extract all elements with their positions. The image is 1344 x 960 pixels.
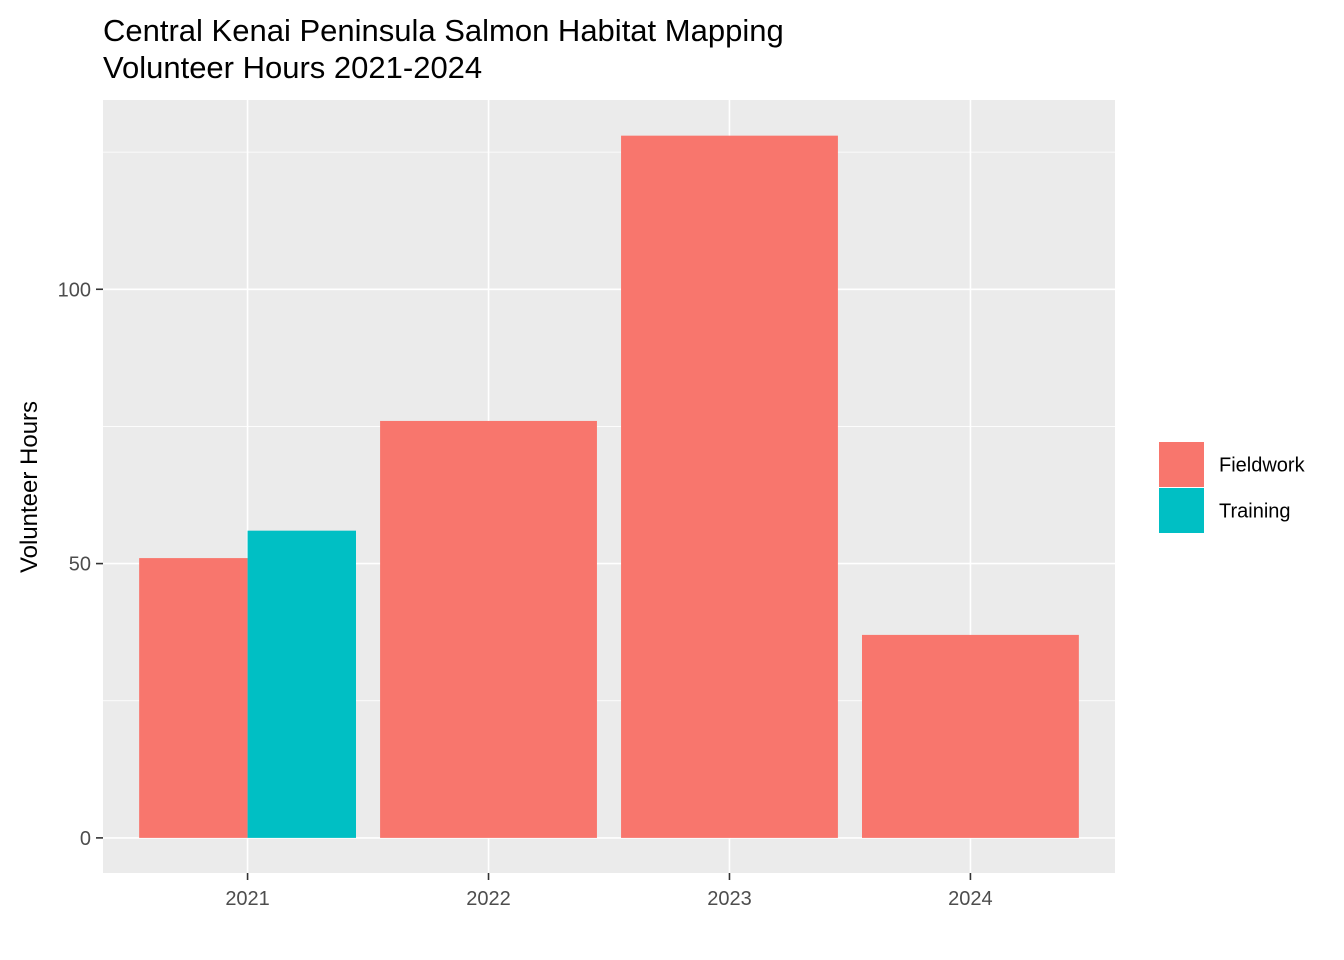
x-tick-label: 2022 (466, 888, 511, 910)
x-tick-label: 2021 (225, 888, 270, 910)
y-axis: 0 50 100 (58, 279, 103, 850)
x-axis: 2021 2022 2023 2024 (225, 873, 993, 910)
legend-key-training (1159, 488, 1204, 533)
bar-fieldwork-2023 (621, 135, 838, 838)
bars (139, 135, 1079, 838)
legend-key-fieldwork (1159, 442, 1204, 487)
chart-title-line-1: Central Kenai Peninsula Salmon Habitat M… (103, 13, 784, 48)
bar-fieldwork-2024 (862, 634, 1079, 838)
y-tick-label: 0 (80, 828, 91, 850)
legend-label-training: Training (1219, 501, 1291, 523)
legend: Fieldwork Training (1159, 442, 1306, 533)
y-tick-label: 50 (69, 554, 91, 576)
y-tick-label: 100 (58, 279, 91, 301)
x-tick-label: 2024 (948, 888, 993, 910)
bar-fieldwork-2022 (380, 420, 597, 838)
bar-fieldwork-2021 (139, 558, 248, 838)
bar-training-2021 (247, 530, 356, 838)
x-tick-label: 2023 (707, 888, 752, 910)
y-axis-title: Volunteer Hours (16, 401, 43, 573)
chart-title-line-2: Volunteer Hours 2021-2024 (103, 50, 482, 85)
legend-label-fieldwork: Fieldwork (1219, 455, 1306, 477)
